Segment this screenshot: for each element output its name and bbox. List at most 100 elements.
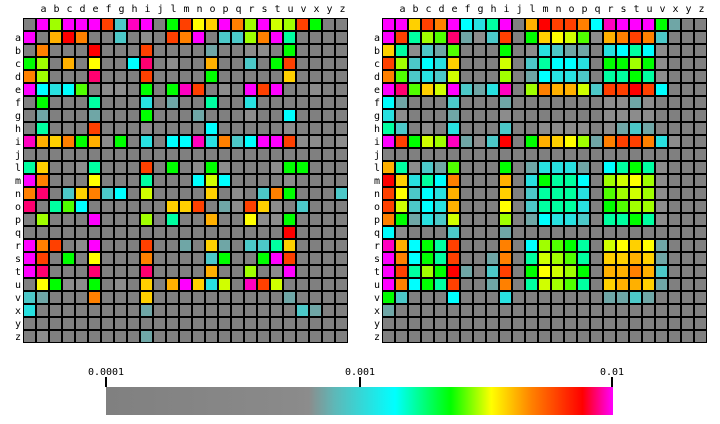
heatmap-cell bbox=[271, 84, 282, 95]
heatmap-cell bbox=[24, 32, 35, 43]
heatmap-cell bbox=[435, 292, 446, 303]
heatmap-cell bbox=[396, 240, 407, 251]
heatmap-cell bbox=[154, 266, 165, 277]
heatmap-cell bbox=[695, 19, 706, 30]
heatmap-cell bbox=[448, 292, 459, 303]
heatmap-cell bbox=[128, 162, 139, 173]
heatmap-cell bbox=[591, 201, 602, 212]
heatmap-cell bbox=[336, 149, 347, 160]
heatmap-cell bbox=[630, 292, 641, 303]
heatmap-cell bbox=[565, 45, 576, 56]
heatmap-cell bbox=[310, 71, 321, 82]
heatmap-cell bbox=[617, 188, 628, 199]
heatmap-cell bbox=[422, 71, 433, 82]
heatmap-cell bbox=[487, 136, 498, 147]
heatmap-cell bbox=[89, 188, 100, 199]
heatmap-cell bbox=[141, 162, 152, 173]
heatmap-cell bbox=[383, 149, 394, 160]
heatmap-cell bbox=[461, 84, 472, 95]
heatmap-cell bbox=[219, 201, 230, 212]
heatmap-cell bbox=[565, 201, 576, 212]
row-label: i bbox=[14, 137, 22, 148]
heatmap-cell bbox=[513, 32, 524, 43]
colorbar-tick-label-min: 0.0001 bbox=[87, 367, 125, 378]
heatmap-cell bbox=[128, 175, 139, 186]
column-label: t bbox=[633, 4, 640, 15]
heatmap-cell bbox=[193, 318, 204, 329]
heatmap-cell bbox=[297, 214, 308, 225]
heatmap-cell bbox=[422, 136, 433, 147]
heatmap-cell bbox=[682, 45, 693, 56]
heatmap-cell bbox=[526, 214, 537, 225]
heatmap-cell bbox=[154, 45, 165, 56]
heatmap-cell bbox=[336, 175, 347, 186]
heatmap-cell bbox=[669, 318, 680, 329]
heatmap-cell bbox=[500, 123, 511, 134]
heatmap-cell bbox=[37, 123, 48, 134]
heatmap-cell bbox=[617, 110, 628, 121]
heatmap-cell bbox=[643, 84, 654, 95]
heatmap-cell bbox=[500, 136, 511, 147]
heatmap-cell bbox=[617, 253, 628, 264]
heatmap-cell bbox=[115, 253, 126, 264]
heatmap-cell bbox=[24, 188, 35, 199]
heatmap-cell bbox=[336, 19, 347, 30]
heatmap-cell bbox=[448, 188, 459, 199]
heatmap-cell bbox=[128, 266, 139, 277]
heatmap-cell bbox=[526, 136, 537, 147]
heatmap-cell bbox=[63, 331, 74, 342]
column-label: q bbox=[235, 4, 242, 15]
heatmap-cell bbox=[128, 331, 139, 342]
heatmap-cell bbox=[232, 318, 243, 329]
heatmap-cell bbox=[448, 110, 459, 121]
heatmap-cell bbox=[552, 305, 563, 316]
heatmap-cell bbox=[474, 318, 485, 329]
heatmap-cell bbox=[396, 45, 407, 56]
heatmap-cell bbox=[422, 110, 433, 121]
heatmap-cell bbox=[154, 58, 165, 69]
heatmap-cell bbox=[63, 19, 74, 30]
heatmap-cell bbox=[630, 149, 641, 160]
heatmap-cell bbox=[487, 266, 498, 277]
row-label: c bbox=[373, 59, 381, 70]
heatmap-cell bbox=[89, 97, 100, 108]
heatmap-cell bbox=[565, 97, 576, 108]
heatmap-cell bbox=[219, 331, 230, 342]
heatmap-cell bbox=[552, 71, 563, 82]
heatmap-cell bbox=[578, 227, 589, 238]
heatmap-cell bbox=[206, 201, 217, 212]
heatmap-cell bbox=[461, 45, 472, 56]
heatmap-cell bbox=[245, 97, 256, 108]
heatmap-cell bbox=[695, 136, 706, 147]
heatmap-cell bbox=[219, 19, 230, 30]
row-label: p bbox=[373, 215, 381, 226]
heatmap-cell bbox=[128, 240, 139, 251]
heatmap-cell bbox=[89, 331, 100, 342]
heatmap-cell bbox=[232, 240, 243, 251]
heatmap-cell bbox=[232, 266, 243, 277]
heatmap-cell bbox=[284, 305, 295, 316]
heatmap-cell bbox=[539, 162, 550, 173]
heatmap-cell bbox=[487, 240, 498, 251]
heatmap-cell bbox=[656, 227, 667, 238]
row-label: h bbox=[373, 124, 381, 135]
row-label: d bbox=[14, 72, 22, 83]
heatmap-cell bbox=[435, 279, 446, 290]
heatmap-cell bbox=[89, 136, 100, 147]
heatmap-cell bbox=[461, 162, 472, 173]
heatmap-cell bbox=[76, 253, 87, 264]
heatmap-cell bbox=[50, 253, 61, 264]
heatmap-cell bbox=[630, 71, 641, 82]
heatmap-cell bbox=[383, 318, 394, 329]
heatmap-cell bbox=[578, 188, 589, 199]
heatmap-cell bbox=[552, 266, 563, 277]
heatmap-cell bbox=[76, 292, 87, 303]
row-label: v bbox=[373, 293, 381, 304]
heatmap-cell bbox=[128, 149, 139, 160]
heatmap-cell bbox=[396, 149, 407, 160]
heatmap-cell bbox=[422, 97, 433, 108]
heatmap-cell bbox=[617, 123, 628, 134]
heatmap-cell bbox=[539, 123, 550, 134]
heatmap-cell bbox=[552, 149, 563, 160]
heatmap-cell bbox=[323, 175, 334, 186]
